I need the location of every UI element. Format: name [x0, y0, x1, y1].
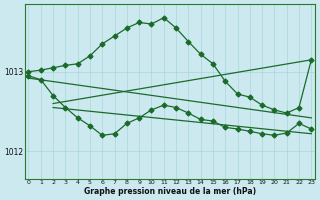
X-axis label: Graphe pression niveau de la mer (hPa): Graphe pression niveau de la mer (hPa) — [84, 187, 256, 196]
